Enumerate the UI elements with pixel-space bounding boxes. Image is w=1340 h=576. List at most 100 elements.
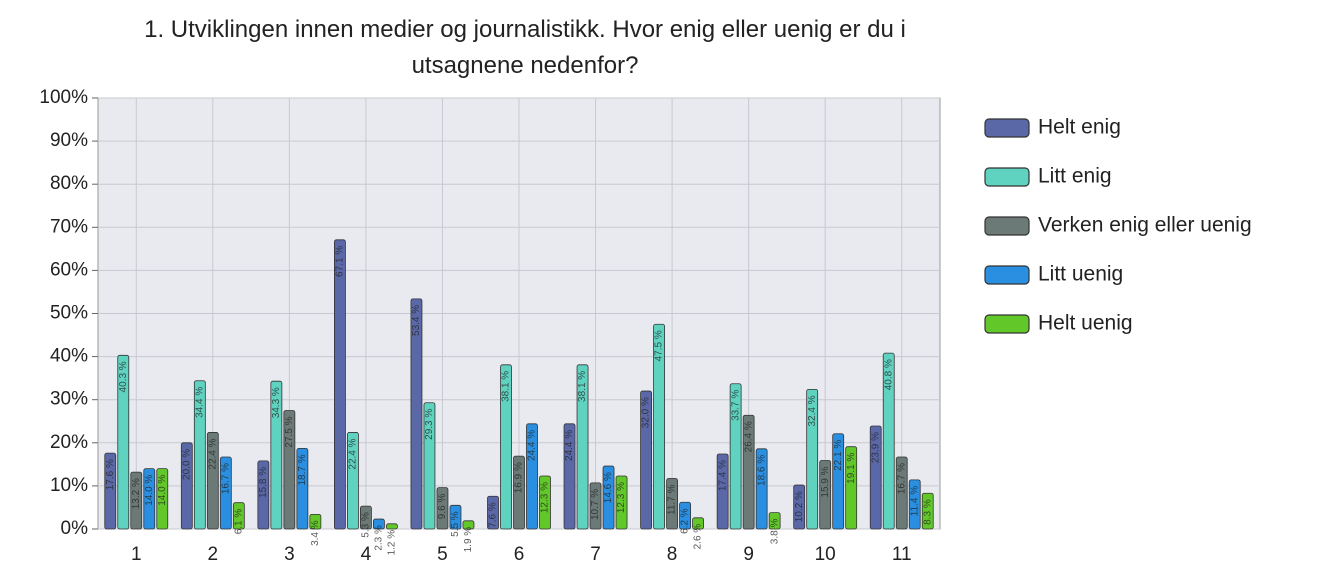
- y-tick-label: 70%: [50, 216, 88, 237]
- value-label: 8.3 %: [922, 499, 933, 525]
- bar: [500, 364, 512, 530]
- value-label: 53.4 %: [411, 305, 422, 336]
- y-tick-label: 40%: [50, 346, 88, 367]
- bar: [692, 517, 704, 530]
- value-label: 20.0 %: [181, 449, 192, 480]
- value-label: 47.5 %: [654, 330, 665, 361]
- value-label: 67.1 %: [335, 246, 346, 277]
- bar: [206, 432, 219, 530]
- x-tick-label: 6: [514, 544, 525, 565]
- x-tick-label: 7: [590, 544, 601, 565]
- value-label: 18.7 %: [297, 454, 308, 485]
- value-label: 12.3 %: [540, 482, 551, 513]
- bar: [653, 323, 665, 530]
- bar: [232, 502, 245, 530]
- bar: [513, 455, 525, 530]
- value-label: 24.4 %: [527, 430, 538, 461]
- bar: [845, 446, 858, 530]
- value-label: 14.0 %: [157, 475, 168, 506]
- bar: [640, 390, 652, 530]
- bar: [589, 482, 602, 530]
- bar: [130, 471, 143, 530]
- value-label: 6.2 %: [680, 508, 691, 534]
- value-label: 16.7 %: [220, 463, 231, 494]
- legend-swatch: [984, 118, 1030, 138]
- bar: [768, 512, 781, 530]
- bar: [219, 456, 232, 530]
- bar: [347, 432, 359, 530]
- value-label: 16.7 %: [896, 463, 907, 494]
- y-tick-label: 60%: [50, 259, 88, 280]
- bar: [563, 423, 576, 530]
- bar: [539, 475, 551, 530]
- bar: [832, 433, 845, 530]
- legend-swatch: [984, 167, 1030, 187]
- value-label: 2.3 %: [374, 525, 385, 551]
- value-label: 7.6 %: [488, 502, 499, 528]
- bar: [386, 523, 398, 530]
- value-label: 22.4 %: [348, 438, 359, 469]
- legend-swatch: [984, 265, 1030, 285]
- chart-title: 1. Utviklingen innen medier og journalis…: [144, 16, 906, 79]
- y-tick-label: 90%: [50, 130, 88, 151]
- bar: [679, 501, 691, 530]
- value-label: 38.1 %: [501, 371, 512, 402]
- bar: [716, 453, 729, 530]
- bar: [410, 298, 423, 530]
- x-tick-label: 1: [131, 544, 142, 565]
- x-tick-label: 5: [437, 544, 448, 565]
- value-label: 38.1 %: [577, 371, 588, 402]
- value-label: 22.4 %: [207, 438, 218, 469]
- value-label: 11.4 %: [909, 486, 920, 516]
- bar: [806, 388, 819, 530]
- value-label: 11.7 %: [667, 484, 678, 514]
- x-tick-label: 4: [361, 544, 372, 565]
- value-label: 17.4 %: [717, 460, 728, 491]
- x-tick-label: 11: [892, 544, 912, 565]
- bar: [602, 465, 615, 530]
- bar: [487, 495, 499, 530]
- bar: [436, 487, 449, 530]
- value-label: 27.5 %: [284, 416, 295, 447]
- value-label: 34.3 %: [271, 387, 282, 418]
- y-tick-label: 50%: [50, 303, 88, 324]
- value-label: 23.9 %: [870, 432, 881, 463]
- legend-label: Helt enig: [1038, 116, 1121, 139]
- bar: [309, 513, 322, 530]
- value-label: 40.8 %: [883, 359, 894, 390]
- value-label: 3.4 %: [310, 520, 321, 546]
- bar: [104, 452, 117, 530]
- bar: [793, 484, 806, 530]
- value-label: 10.7 %: [590, 489, 601, 520]
- value-label: 2.6 %: [693, 524, 704, 550]
- value-label: 33.7 %: [730, 390, 741, 421]
- bar: [819, 460, 832, 530]
- value-label: 34.4 %: [194, 387, 205, 418]
- legend-label: Verken enig eller uenig: [1038, 214, 1252, 237]
- x-tick-label: 3: [284, 544, 295, 565]
- value-label: 14.0 %: [144, 475, 155, 506]
- bar: [526, 423, 538, 530]
- value-label: 10.2 %: [794, 491, 805, 522]
- value-label: 5.5 %: [450, 511, 461, 537]
- bar: [882, 352, 895, 530]
- bar: [908, 479, 921, 530]
- bar: [257, 460, 270, 530]
- x-tick-label: 2: [208, 544, 219, 565]
- legend-swatch: [984, 216, 1030, 236]
- bar: [742, 414, 755, 530]
- value-label: 13.2 %: [131, 478, 142, 509]
- bar: [449, 504, 462, 530]
- y-tick-label: 100%: [39, 87, 88, 108]
- y-tick-label: 80%: [50, 173, 88, 194]
- value-label: 15.9 %: [820, 466, 831, 497]
- value-label: 18.6 %: [756, 455, 767, 486]
- bar: [334, 239, 346, 530]
- legend-label: Litt enig: [1038, 165, 1112, 188]
- bar: [423, 402, 436, 530]
- legend-label: Helt uenig: [1038, 312, 1133, 335]
- bar: [869, 425, 882, 530]
- x-tick-label: 8: [667, 544, 678, 565]
- bar: [193, 380, 206, 530]
